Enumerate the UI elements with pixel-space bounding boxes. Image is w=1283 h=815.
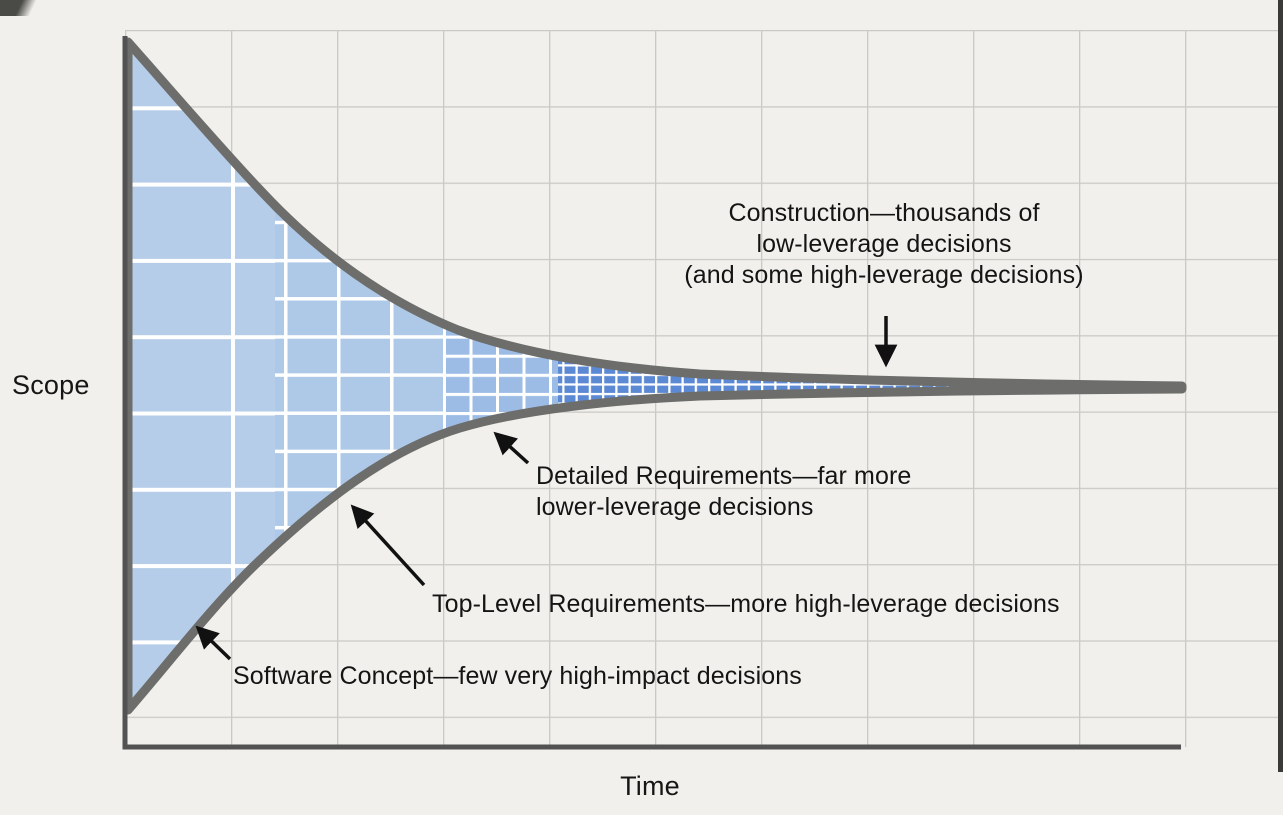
top-level-requirements-arrow [350, 504, 426, 587]
axes [122, 36, 1181, 750]
x-axis-label: Time [620, 771, 680, 801]
annotation-line: low-leverage decisions [756, 230, 1012, 258]
annotation-top-level-requirements: Top-Level Requirements—more high-leverag… [432, 589, 1152, 620]
annotation-line: Detailed Requirements—far more [536, 462, 912, 490]
annotation-arrows [195, 316, 898, 661]
annotation-construction: Construction—thousands of low-leverage d… [638, 198, 1130, 291]
scan-corner-artifact [0, 0, 52, 16]
annotation-line: Construction—thousands of [728, 199, 1040, 227]
scan-edge-artifact [1278, 0, 1283, 772]
annotation-software-concept: Software Concept—few very high-impact de… [233, 661, 802, 692]
y-axis-label: Scope [12, 370, 90, 400]
funnel-outline [123, 37, 1187, 715]
annotation-line: (and some high-leverage decisions) [684, 261, 1084, 289]
annotation-line: Top-Level Requirements—more high-leverag… [432, 590, 1060, 618]
annotation-line: Software Concept—few very high-impact de… [233, 662, 802, 690]
annotation-detailed-requirements: Detailed Requirements—far more lower-lev… [536, 461, 956, 523]
annotation-line: lower-leverage decisions [536, 493, 814, 521]
software-concept-arrow [195, 625, 232, 661]
detailed-requirements-arrow [493, 431, 530, 465]
